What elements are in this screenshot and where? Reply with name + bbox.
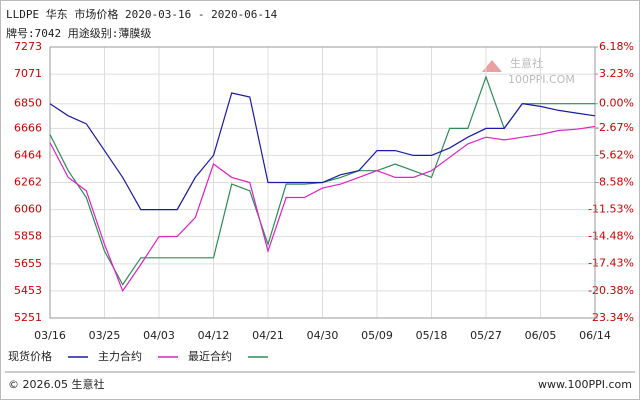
y-tick-label: 7071 bbox=[14, 67, 42, 80]
y-tick-label: 6060 bbox=[14, 203, 42, 216]
series-line bbox=[49, 125, 596, 293]
y2-tick-label: 6.18% bbox=[599, 40, 634, 53]
x-tick-label: 05/09 bbox=[361, 329, 393, 342]
footer-left: © 2026.05 生意社 bbox=[8, 377, 104, 391]
y2-tick-label: -11.53% bbox=[588, 203, 634, 216]
watermark-logo bbox=[482, 60, 502, 72]
x-tick-label: 03/16 bbox=[34, 329, 66, 342]
y2-tick-label: 0.00% bbox=[599, 97, 634, 110]
y-tick-label: 7273 bbox=[14, 40, 42, 53]
y-tick-label: 5453 bbox=[14, 284, 42, 297]
y2-tick-label: -5.62% bbox=[595, 148, 634, 161]
series-line bbox=[49, 92, 596, 211]
watermark: 生意社 bbox=[510, 56, 543, 70]
legend-label: 最近合约 bbox=[188, 349, 232, 363]
legend-label: 主力合约 bbox=[98, 349, 142, 363]
y-tick-label: 6262 bbox=[14, 176, 42, 189]
y-tick-label: 6850 bbox=[14, 97, 42, 110]
plot-area bbox=[49, 46, 596, 319]
x-tick-label: 03/25 bbox=[89, 329, 121, 342]
y-tick-label: 5251 bbox=[14, 311, 42, 324]
y-tick-label: 6666 bbox=[14, 121, 42, 134]
x-tick-label: 04/03 bbox=[143, 329, 175, 342]
chart-title: LLDPE 华东 市场价格 2020-03-16 - 2020-06-14 bbox=[6, 7, 278, 21]
y2-tick-label: -17.43% bbox=[588, 257, 634, 270]
y-tick-label: 5858 bbox=[14, 230, 42, 243]
y2-tick-label: -14.48% bbox=[588, 230, 634, 243]
y2-tick-label: -20.38% bbox=[588, 284, 634, 297]
y2-tick-label: -2.67% bbox=[595, 121, 634, 134]
x-tick-label: 06/14 bbox=[579, 329, 611, 342]
x-tick-label: 04/30 bbox=[307, 329, 339, 342]
legend-label: 现货价格 bbox=[8, 349, 52, 363]
x-tick-label: 04/21 bbox=[252, 329, 284, 342]
y-tick-label: 6464 bbox=[14, 148, 42, 161]
footer-right: www.100PPI.com bbox=[538, 378, 632, 391]
x-tick-label: 04/12 bbox=[198, 329, 230, 342]
chart-subtitle: 牌号:7042 用途级别:薄膜级 bbox=[6, 26, 151, 40]
x-tick-label: 05/18 bbox=[416, 329, 448, 342]
x-tick-label: 05/27 bbox=[470, 329, 502, 342]
x-tick-label: 06/05 bbox=[525, 329, 557, 342]
watermark-sub: 100PPI.COM bbox=[508, 73, 575, 86]
y-tick-label: 5655 bbox=[14, 257, 42, 270]
y2-tick-label: 3.23% bbox=[599, 67, 634, 80]
y2-tick-label: -23.34% bbox=[588, 311, 634, 324]
y2-tick-label: -8.58% bbox=[595, 176, 634, 189]
